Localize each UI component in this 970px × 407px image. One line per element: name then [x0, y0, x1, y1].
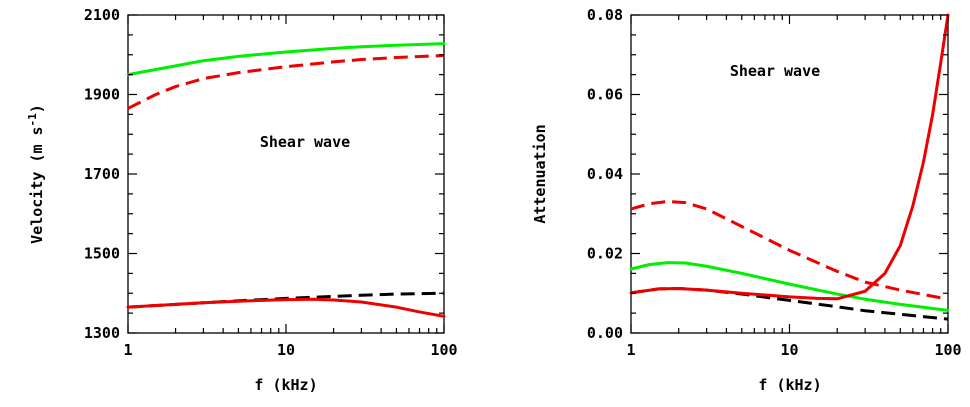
attenuation-annotation: Shear wave: [730, 62, 820, 80]
attenuation-series-1: [629, 261, 950, 312]
attenuation-chart: 1 10 100 0.00 0.02 0.04 0.06 0.08 Shear wave f …: [531, 6, 962, 394]
velocity-series-layer: [126, 42, 446, 318]
attenuation-series-0: [630, 199, 949, 301]
attenuation-y-tick-label-4: 0.08: [587, 6, 623, 24]
velocity-plot-frame: [127, 14, 445, 334]
velocity-y-tick-label-0: 1300: [84, 324, 120, 342]
attenuation-y-tick-label-3: 0.06: [587, 86, 623, 104]
attenuation-y-tick-label-1: 0.02: [587, 245, 623, 263]
velocity-y-tick-label-4: 2100: [84, 6, 120, 24]
velocity-x-tick-label-2: 100: [430, 341, 457, 359]
velocity-series-0: [126, 42, 446, 77]
velocity-y-tick-label-2: 1700: [84, 165, 120, 183]
attenuation-x-axis-title: f (kHz): [758, 376, 821, 394]
velocity-series-3: [126, 297, 446, 318]
velocity-y-tick-label-3: 1900: [84, 86, 120, 104]
attenuation-series-3: [629, 13, 950, 301]
velocity-chart: 1 10 100 1300 1500 1700 1900 2100 Shear wave f …: [26, 6, 458, 394]
velocity-y-axis-title-main: Velocity (m s: [28, 126, 46, 243]
velocity-y-axis-title-close: ): [28, 104, 46, 113]
attenuation-y-axis-title: Attenuation: [531, 124, 549, 223]
velocity-series-1: [127, 54, 445, 110]
attenuation-x-tick-label-0: 1: [626, 341, 635, 359]
attenuation-y-tick-label-2: 0.04: [587, 165, 623, 183]
attenuation-series-2: [630, 286, 949, 321]
velocity-y-tick-label-1: 1500: [84, 245, 120, 263]
velocity-tick-layer: 1 10 100 1300 1500 1700 1900 2100: [84, 6, 458, 359]
velocity-annotation: Shear wave: [260, 133, 350, 151]
velocity-y-axis-title: Velocity (m s-1): [26, 104, 46, 244]
velocity-x-axis-title: f (kHz): [254, 376, 317, 394]
velocity-x-tick-label-0: 1: [123, 341, 132, 359]
attenuation-x-tick-label-1: 10: [780, 341, 798, 359]
attenuation-y-tick-label-0: 0.00: [587, 324, 623, 342]
attenuation-x-tick-label-2: 100: [934, 341, 961, 359]
velocity-x-tick-label-1: 10: [277, 341, 295, 359]
attenuation-series-layer: [629, 13, 950, 321]
velocity-y-axis-title-superscript: -1: [26, 113, 39, 127]
attenuation-tick-layer: 1 10 100 0.00 0.02 0.04 0.06 0.08: [587, 6, 962, 359]
